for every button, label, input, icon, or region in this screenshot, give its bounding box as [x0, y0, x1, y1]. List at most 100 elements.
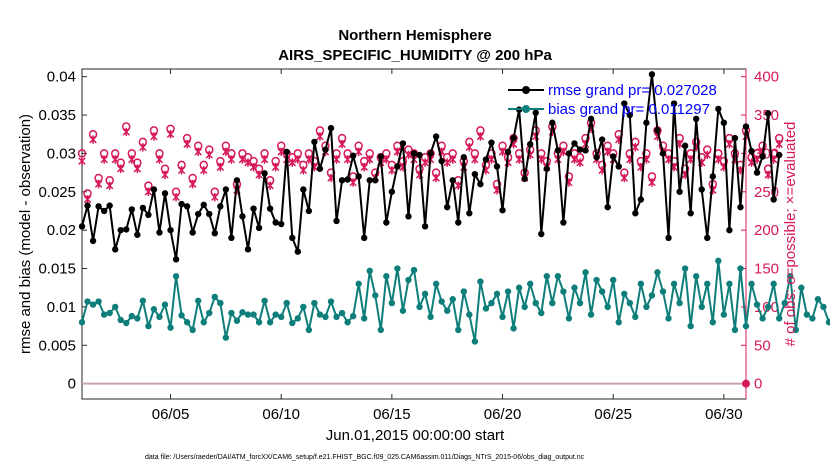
bias-series-point: [278, 313, 285, 321]
y-right-tick-label: 50: [754, 337, 771, 354]
obs-evaluated-point: [443, 158, 451, 167]
bias-series-point: [139, 297, 147, 304]
bias-series-point: [814, 296, 822, 303]
bias-series-point: [416, 303, 423, 311]
bias-series-point: [737, 265, 744, 272]
obs-evaluated-point: [271, 163, 280, 172]
y-right-tick-label: 150: [754, 261, 779, 278]
bias-series-point: [200, 319, 207, 326]
rmse-series-point: [709, 173, 716, 180]
rmse-series-point: [333, 217, 340, 225]
rmse-series-point: [471, 170, 479, 178]
legend-bias-marker: [522, 105, 530, 113]
obs-evaluated-point: [498, 147, 507, 157]
rmse-series-point: [311, 138, 318, 146]
rmse-series-point: [294, 248, 301, 255]
legend-rmse-label: rmse grand pr= 0.027028: [548, 82, 717, 99]
bias-series-point: [477, 278, 484, 285]
obs-evaluated-point: [332, 155, 341, 164]
y-left-tick-label: 0.04: [47, 69, 76, 86]
rmse-series-point: [737, 203, 744, 211]
bias-series-point: [189, 326, 196, 334]
bias-series-point: [250, 311, 257, 318]
rmse-series-point: [532, 109, 539, 116]
bias-series-point: [499, 313, 506, 321]
obs-evaluated-point: [664, 155, 673, 164]
obs-evaluated-point: [537, 155, 545, 164]
legend-rmse-marker: [522, 86, 530, 94]
obs-evaluated-point: [476, 132, 485, 141]
obs-evaluated-point: [172, 192, 180, 202]
rmse-series-point: [687, 210, 694, 217]
rmse-series-point: [527, 141, 534, 148]
bias-series-point: [294, 315, 301, 322]
bias-series-point: [466, 311, 473, 318]
obs-evaluated-point: [764, 170, 772, 180]
bias-series-point: [659, 288, 667, 295]
x-tick-label: 06/05: [152, 406, 190, 423]
bias-series-point: [355, 280, 362, 288]
bias-series-point: [698, 303, 705, 311]
rmse-series-point: [255, 224, 263, 232]
obs-evaluated-point: [576, 158, 584, 167]
rmse-series-point: [444, 203, 451, 211]
rmse-series-point: [261, 170, 268, 177]
obs-evaluated-point: [177, 166, 186, 175]
rmse-series-point: [538, 230, 545, 238]
bias-series-point: [643, 303, 650, 311]
bias-series-point: [366, 267, 373, 275]
bias-series-point: [161, 301, 169, 308]
obs-evaluated-point: [775, 140, 783, 149]
rmse-series-point: [748, 147, 755, 155]
bias-series-point: [543, 273, 550, 280]
obs-evaluated-point: [78, 156, 86, 166]
rmse-series-point: [161, 190, 169, 197]
bias-series-point: [731, 326, 739, 334]
obs-evaluated-point: [294, 155, 302, 164]
obs-evaluated-point: [117, 164, 125, 173]
bias-series-point: [145, 322, 152, 330]
bias-series-point: [615, 319, 622, 326]
rmse-series-point: [394, 163, 401, 170]
bias-series-point: [266, 319, 274, 326]
rmse-series-point: [665, 234, 672, 242]
bias-series-point: [798, 284, 805, 291]
bias-series-point: [527, 280, 534, 288]
obs-evaluated-point: [144, 187, 153, 196]
rmse-series-point: [726, 226, 733, 234]
bias-series-point: [305, 326, 313, 334]
bias-series-point: [289, 319, 296, 327]
bias-series-point: [670, 280, 678, 288]
obs-evaluated-point: [305, 155, 313, 164]
bias-series-point: [598, 288, 606, 295]
obs-evaluated-point: [200, 166, 208, 175]
rmse-series-point: [753, 169, 761, 176]
rmse-series-point: [150, 186, 158, 193]
rmse-series-point: [128, 206, 135, 213]
bias-series-point: [327, 298, 335, 305]
y-left-tick-label: 0.005: [38, 337, 76, 354]
obs-evaluated-point: [725, 140, 734, 149]
bias-series-point: [432, 280, 440, 288]
rmse-series-point: [410, 150, 418, 157]
rmse-series-point: [200, 201, 207, 209]
rmse-series-point: [488, 139, 495, 146]
obs-evaluated-point: [603, 147, 612, 157]
bias-series-point: [809, 315, 816, 322]
rmse-series: [78, 71, 783, 263]
obs-evaluated-point: [211, 192, 219, 202]
legend-bias-label: bias grand pr= 0.011297: [548, 101, 710, 118]
bias-series-point: [820, 303, 827, 311]
rmse-series-point: [648, 71, 656, 78]
bias-series-point: [228, 309, 235, 317]
bias-series-point: [178, 312, 185, 319]
bias-series-point: [150, 306, 158, 313]
obs-evaluated-point: [465, 143, 474, 152]
bias-series-point: [604, 303, 611, 311]
rmse-series-point: [466, 210, 473, 217]
bias-series-point: [538, 309, 545, 317]
rmse-series-point: [139, 204, 147, 212]
obs-evaluated-point: [620, 173, 628, 183]
rmse-series-point: [704, 234, 711, 242]
rmse-series-point: [759, 153, 766, 160]
